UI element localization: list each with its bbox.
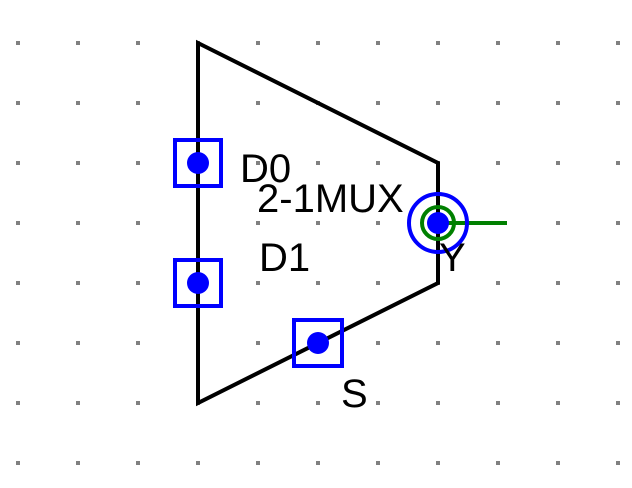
grid-dot	[496, 281, 500, 285]
pin-d0-dot	[187, 152, 209, 174]
grid-dot	[616, 161, 620, 165]
grid-dot	[376, 461, 380, 465]
grid-dot	[136, 461, 140, 465]
pin-y-wire-ring	[420, 205, 456, 241]
grid-dot	[76, 41, 80, 45]
grid-dot	[376, 101, 380, 105]
component-title: 2-1MUX	[257, 177, 404, 221]
grid-dot	[16, 221, 20, 225]
grid-dot	[256, 221, 260, 225]
grid-dot	[616, 281, 620, 285]
grid-dot	[376, 401, 380, 405]
label-s: S	[341, 372, 368, 416]
pin-d1-dot	[187, 272, 209, 294]
grid-dot	[436, 461, 440, 465]
grid-dot	[496, 41, 500, 45]
label-d0: D0	[240, 147, 291, 191]
grid-dot	[556, 341, 560, 345]
grid-dot	[496, 341, 500, 345]
pin-s[interactable]	[292, 318, 344, 368]
grid-dot	[616, 41, 620, 45]
grid-dot	[316, 461, 320, 465]
grid-dot	[316, 281, 320, 285]
grid-dot	[556, 461, 560, 465]
grid-dot	[316, 41, 320, 45]
grid-dot	[136, 221, 140, 225]
grid-dot	[16, 101, 20, 105]
grid-dot	[136, 341, 140, 345]
grid-dot	[16, 281, 20, 285]
grid-dot	[316, 221, 320, 225]
grid-dot	[136, 401, 140, 405]
label-y: Y	[439, 236, 466, 280]
grid-dot	[256, 341, 260, 345]
grid-dot	[496, 461, 500, 465]
grid-dot	[556, 41, 560, 45]
grid-dot	[436, 41, 440, 45]
grid-dot	[376, 41, 380, 45]
grid-dot	[556, 401, 560, 405]
grid-dot	[376, 281, 380, 285]
grid-dot	[16, 461, 20, 465]
grid-dot	[556, 221, 560, 225]
pin-d1[interactable]	[173, 258, 223, 308]
pin-y[interactable]	[407, 192, 469, 254]
grid-dot	[76, 101, 80, 105]
grid-dot	[256, 161, 260, 165]
grid-dot	[376, 161, 380, 165]
pin-d0-box	[173, 138, 223, 188]
grid-dot	[16, 161, 20, 165]
pin-s-dot	[307, 332, 329, 354]
grid-dot	[76, 461, 80, 465]
grid-dot	[16, 341, 20, 345]
grid-dot	[616, 101, 620, 105]
grid-dot	[256, 461, 260, 465]
grid-dot	[256, 281, 260, 285]
pin-y-outer-ring	[407, 192, 469, 254]
pin-y-dot	[427, 212, 449, 234]
grid-dot	[76, 401, 80, 405]
grid-dot	[616, 461, 620, 465]
grid-dot	[436, 341, 440, 345]
grid-dot	[436, 101, 440, 105]
grid-dot	[496, 161, 500, 165]
grid-dot	[376, 341, 380, 345]
grid-dot	[136, 101, 140, 105]
grid-dot	[136, 41, 140, 45]
grid-dot	[556, 161, 560, 165]
grid-dot	[616, 401, 620, 405]
grid-dot	[136, 161, 140, 165]
label-d1: D1	[259, 236, 310, 280]
grid-dot	[556, 101, 560, 105]
grid-dot	[136, 281, 140, 285]
pin-d0[interactable]	[173, 138, 223, 188]
grid-dot	[616, 341, 620, 345]
grid-dot	[196, 461, 200, 465]
grid-dot	[316, 161, 320, 165]
grid-dot	[256, 401, 260, 405]
grid-dot	[76, 281, 80, 285]
grid-dot	[16, 41, 20, 45]
grid-dot	[616, 221, 620, 225]
grid-dot	[496, 101, 500, 105]
pin-d1-box	[173, 258, 223, 308]
grid-dot	[376, 221, 380, 225]
grid-dot	[76, 161, 80, 165]
grid-dot	[76, 341, 80, 345]
grid-dot	[256, 101, 260, 105]
grid-dot	[256, 41, 260, 45]
grid-dot	[76, 221, 80, 225]
grid-dot	[436, 401, 440, 405]
grid-dot	[496, 401, 500, 405]
grid-dot	[316, 401, 320, 405]
grid-dot	[556, 281, 560, 285]
grid-dot	[16, 401, 20, 405]
pin-s-box	[292, 318, 344, 368]
